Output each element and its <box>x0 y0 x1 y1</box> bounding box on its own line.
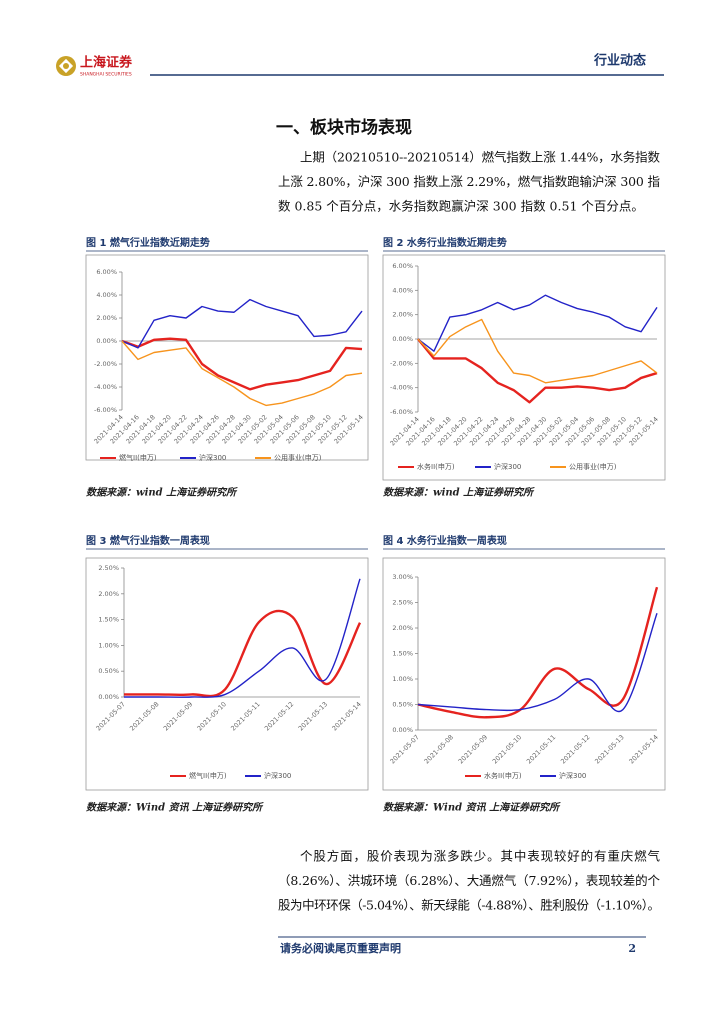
y-tick-label: -6.00% <box>390 408 413 416</box>
legend-label: 水务II(申万) <box>417 462 455 471</box>
legend-label: 沪深300 <box>494 462 521 471</box>
series-line <box>417 338 658 404</box>
chart-frame <box>85 254 369 461</box>
y-tick-label: 2.00% <box>96 314 117 322</box>
chart: 0.00%0.50%1.00%1.50%2.00%2.50%2021-05-07… <box>85 557 369 791</box>
paragraph-line: 上涨 2.80%，沪深 300 指数上涨 2.29%，燃气指数跑输沪深 300 … <box>278 174 660 189</box>
y-tick-label: 2.00% <box>98 590 119 598</box>
y-tick-label: 1.50% <box>392 650 413 658</box>
y-tick-label: -6.00% <box>94 406 117 414</box>
series-line <box>123 578 361 698</box>
brand-en: SHANGHAI SECURITIES <box>80 72 132 78</box>
figure-caption: 图 3 燃气行业指数一周表现 <box>86 534 210 547</box>
y-tick-label: 0.00% <box>96 337 117 345</box>
legend-label: 公用事业(申万) <box>569 462 617 471</box>
brand: 上海证券 <box>80 55 133 71</box>
y-tick-label: 0.00% <box>392 726 413 734</box>
y-tick-label: 6.00% <box>96 268 117 276</box>
y-tick-label: 2.00% <box>392 624 413 632</box>
chart-frame <box>85 557 369 791</box>
y-tick-label: -4.00% <box>390 384 413 392</box>
y-tick-label: 0.50% <box>392 701 413 709</box>
series-line <box>124 609 362 698</box>
y-tick-label: 4.00% <box>96 291 117 299</box>
paragraph-line: 股为中环环保（-5.04%）、新天绿能（-4.88%）、胜利股份（-1.10%）… <box>278 898 660 913</box>
figure-source: 数据来源：Wind 资讯 上海证券研究所 <box>383 802 561 814</box>
heading: 一、板块市场表现 <box>276 117 412 138</box>
figure-caption: 图 4 水务行业指数一周表现 <box>383 534 507 547</box>
y-tick-label: -2.00% <box>94 360 117 368</box>
series-line <box>121 340 363 407</box>
legend-label: 燃气II(申万) <box>119 453 157 462</box>
legend-label: 沪深300 <box>559 771 586 780</box>
chart: 6.00%4.00%2.00%0.00%-2.00%-4.00%-6.00%20… <box>85 254 369 462</box>
y-tick-label: -4.00% <box>94 383 117 391</box>
y-tick-label: -2.00% <box>390 359 413 367</box>
legend-label: 沪深300 <box>264 771 291 780</box>
y-tick-label: 1.00% <box>98 641 119 649</box>
series-line <box>121 337 363 391</box>
y-tick-label: 3.00% <box>392 573 413 581</box>
y-tick-label: 1.00% <box>392 675 413 683</box>
series-line <box>121 298 363 349</box>
y-tick-label: 2.50% <box>98 564 119 572</box>
figure-source: 数据来源：Wind 资讯 上海证券研究所 <box>86 802 264 814</box>
paragraph-line: 个股方面，股价表现为涨多跌少。其中表现较好的有重庆燃气 <box>300 849 660 864</box>
page-number: 2 <box>628 942 636 955</box>
y-tick-label: 1.50% <box>98 616 119 624</box>
legend-label: 沪深300 <box>199 453 226 462</box>
figure-source: 数据来源：wind 上海证券研究所 <box>86 487 238 499</box>
y-tick-label: 6.00% <box>392 262 413 270</box>
figure-source: 数据来源：wind 上海证券研究所 <box>383 487 535 499</box>
series-line <box>417 612 658 713</box>
legend-label: 水务II(申万) <box>484 771 522 780</box>
y-tick-label: 2.00% <box>392 311 413 319</box>
y-tick-label: 4.00% <box>392 286 413 294</box>
y-tick-label: 0.00% <box>392 335 413 343</box>
series-line <box>417 318 658 384</box>
figure-caption: 图 1 燃气行业指数近期走势 <box>86 236 210 249</box>
chart: 0.00%0.50%1.00%1.50%2.00%2.50%3.00%2021-… <box>382 557 666 791</box>
footer-notice: 请务必阅读尾页重要声明 <box>280 941 401 955</box>
series-line <box>417 294 658 352</box>
paragraph-line: 上期（20210510--20210514）燃气指数上涨 1.44%，水务指数 <box>300 150 660 165</box>
y-tick-label: 0.00% <box>98 693 119 701</box>
chart-frame <box>382 557 666 791</box>
logo-icon <box>56 56 76 76</box>
section-label: 行业动态 <box>593 53 646 69</box>
figure-caption: 图 2 水务行业指数近期走势 <box>383 236 507 249</box>
paragraph-line: 数 0.85 个百分点，水务指数跑赢沪深 300 指数 0.51 个百分点。 <box>278 199 644 214</box>
y-tick-label: 0.50% <box>98 667 119 675</box>
legend-label: 燃气II(申万) <box>189 771 227 780</box>
legend-label: 公用事业(申万) <box>274 453 322 462</box>
paragraph-line: （8.26%）、洪城环境（6.28%）、大通燃气（7.92%），表现较差的个 <box>278 873 660 888</box>
chart: 6.00%4.00%2.00%0.00%-2.00%-4.00%-6.00%20… <box>382 254 666 481</box>
y-tick-label: 2.50% <box>392 599 413 607</box>
series-line <box>417 586 659 719</box>
